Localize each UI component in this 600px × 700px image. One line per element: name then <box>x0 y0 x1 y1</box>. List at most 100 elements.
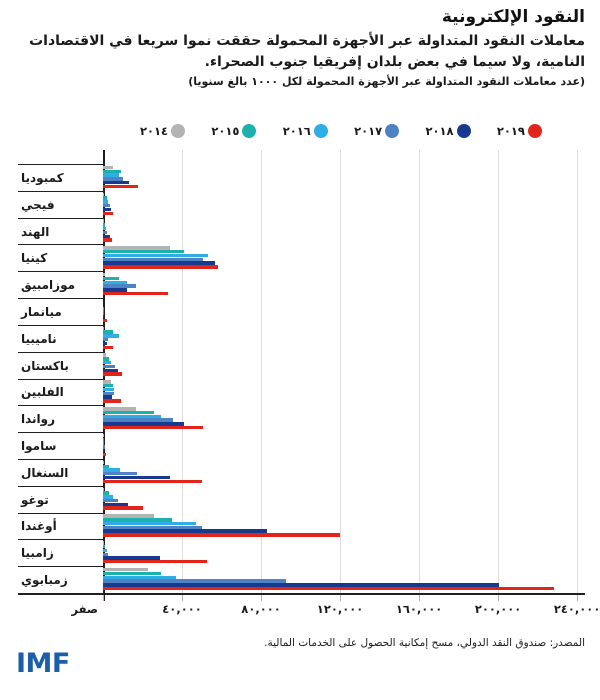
legend-item-2017: ٢٠١٧ <box>354 122 400 140</box>
bar-group <box>103 566 585 593</box>
bar-india-2016 <box>103 226 106 231</box>
country-label-text: الفلبين <box>21 385 64 400</box>
bar-togo-2018 <box>103 502 128 507</box>
legend-color-dot <box>456 124 471 138</box>
legend-label: ٢٠١٨ <box>425 124 454 138</box>
chart-row-uganda: أوغندا <box>18 512 585 540</box>
chart-row-namibia: ناميبيا <box>18 324 585 352</box>
bar-togo-2015 <box>103 491 109 495</box>
bar-myanmar-2017 <box>103 311 104 315</box>
gridline <box>261 150 263 593</box>
figure-header: النقود الإلكترونية معاملات النقود المتدا… <box>15 7 585 88</box>
chart-row-pakistan: باكستان <box>18 351 585 379</box>
country-label: كينيا <box>18 244 103 271</box>
gridline <box>182 150 184 593</box>
chart-row-myanmar: ميانمار <box>18 298 585 325</box>
legend-label: ٢٠١٧ <box>354 124 383 138</box>
country-label: باكستان <box>18 351 103 379</box>
bar-zimbabwe-2016 <box>103 575 177 579</box>
bar-kenya-2015 <box>103 250 184 254</box>
bar-namibia-2019 <box>103 345 114 349</box>
bar-fiji-2016 <box>103 200 108 204</box>
bar-rwanda-2014 <box>103 407 136 411</box>
source-note: المصدر: صندوق النقد الدولي، مسح إمكانية … <box>264 637 585 649</box>
bar-philippines-2015 <box>103 384 113 388</box>
imf-logo: IMF <box>16 648 70 679</box>
bar-group <box>103 352 585 379</box>
bar-pakistan-2014 <box>103 353 107 357</box>
plot-area <box>103 150 585 593</box>
bar-group <box>103 325 585 352</box>
bar-group <box>103 218 585 245</box>
country-label-text: الهند <box>21 224 50 239</box>
bar-india-2018 <box>103 234 110 238</box>
country-label-text: كمبوديا <box>21 170 64 185</box>
bar-namibia-2018 <box>103 341 107 346</box>
chart-row-cambodia: كمبوديا <box>18 164 585 191</box>
bar-pakistan-2015 <box>103 357 109 361</box>
country-label: زامبيا <box>18 539 103 566</box>
legend-color-dot <box>313 124 328 138</box>
bar-cambodia-2014 <box>103 165 113 170</box>
legend-item-2018: ٢٠١٨ <box>426 122 471 140</box>
country-label-text: ميانمار <box>21 304 62 319</box>
axis-tick <box>577 595 579 601</box>
bar-kenya-2018 <box>103 261 215 265</box>
bar-rwanda-2017 <box>103 418 174 422</box>
chart-row-india: الهند <box>18 217 585 245</box>
bar-zambia-2018 <box>103 556 161 560</box>
bar-group <box>103 432 585 459</box>
subtitle-line-1: معاملات النقود المتداولة عبر الأجهزة الم… <box>29 33 585 50</box>
bar-group <box>103 486 585 513</box>
bar-mozambique-2019 <box>103 291 169 296</box>
bar-group <box>103 405 585 432</box>
chart-row-zimbabwe: زمبابوي <box>18 566 585 593</box>
bar-zimbabwe-2018 <box>103 583 500 587</box>
bar-group <box>103 191 585 218</box>
bar-group <box>103 164 585 191</box>
bar-samoa-2014 <box>103 433 105 438</box>
bar-philippines-2016 <box>103 387 114 392</box>
bar-myanmar-2019 <box>103 318 107 323</box>
bar-rwanda-2016 <box>103 414 162 419</box>
axis-tick <box>419 595 421 601</box>
bar-senegal-2019 <box>103 479 202 484</box>
country-label: ناميبيا <box>18 324 103 352</box>
bar-uganda-2019 <box>103 533 341 537</box>
bar-fiji-2014 <box>103 192 104 196</box>
country-label-text: زامبيا <box>21 546 54 561</box>
bar-fiji-2019 <box>103 211 113 215</box>
bar-cambodia-2016 <box>103 173 119 177</box>
bar-india-2019 <box>103 238 113 242</box>
bar-uganda-2017 <box>103 525 202 530</box>
bar-philippines-2019 <box>103 399 121 403</box>
bar-zimbabwe-2017 <box>103 579 286 583</box>
bar-uganda-2016 <box>103 521 196 526</box>
country-label: السنغال <box>18 458 103 486</box>
bar-philippines-2017 <box>103 391 115 396</box>
bar-zambia-2019 <box>103 560 207 564</box>
bar-namibia-2015 <box>103 330 114 334</box>
bar-kenya-2016 <box>103 253 208 258</box>
bar-namibia-2014 <box>103 326 104 331</box>
chart-legend: ٢٠١٤ ٢٠١٥ ٢٠١٦ ٢٠١٧ ٢٠١٨ ٢٠١٩ <box>140 122 542 140</box>
x-tick-label: ٨٠,٠٠٠ <box>241 602 281 616</box>
bar-kenya-2014 <box>103 246 171 250</box>
bar-pakistan-2018 <box>103 368 118 372</box>
country-label: فيجي <box>18 190 103 218</box>
country-label-text: فيجي <box>21 197 55 212</box>
gridline <box>419 150 421 593</box>
gridline <box>577 150 579 593</box>
bar-pakistan-2019 <box>103 372 123 376</box>
bar-samoa-2019 <box>103 452 106 457</box>
bar-fiji-2015 <box>103 196 107 200</box>
subtitle-line-2: النامية، ولا سيما في بعض بلدان إفريقيا ج… <box>204 53 585 70</box>
chart-row-fiji: فيجي <box>18 190 585 218</box>
axis-tick <box>261 595 263 601</box>
x-tick-label: ٤٠,٠٠٠ <box>162 602 202 616</box>
chart-row-mozambique: موزامبيق <box>18 271 585 298</box>
country-label-text: ناميبيا <box>21 331 57 346</box>
country-label-text: موزامبيق <box>21 278 76 293</box>
bar-samoa-2018 <box>103 449 105 453</box>
bar-group <box>103 539 585 566</box>
